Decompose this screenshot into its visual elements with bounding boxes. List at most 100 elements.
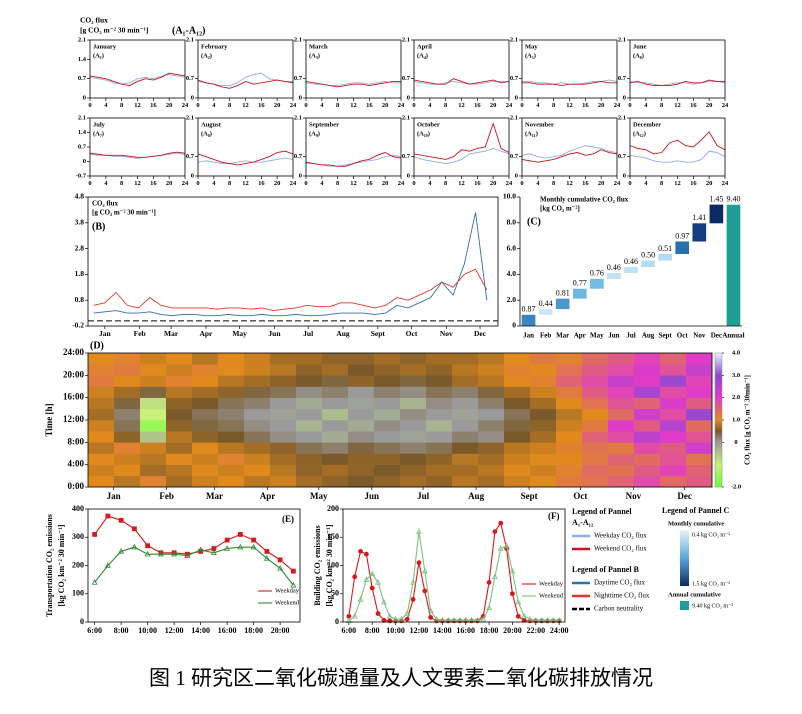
heat-cell: [322, 353, 349, 365]
heat-cell: [686, 475, 713, 488]
x-tick-label: 24: [398, 180, 405, 187]
y-tick-label: 0.7: [510, 153, 519, 160]
heat-cell: [374, 475, 401, 488]
marker: [118, 548, 125, 554]
heat-cell: [140, 353, 167, 365]
heat-cell: [660, 431, 687, 443]
x-tick-label: Oct: [573, 491, 587, 501]
heat-cell: [114, 420, 141, 432]
x-tick-label: 0: [412, 180, 415, 187]
heat-cell: [660, 464, 687, 477]
x-tick-label: 8: [336, 180, 340, 187]
x-tick-label: 0: [412, 102, 415, 109]
y-tick-label: 200: [327, 504, 339, 513]
heat-cell: [348, 431, 375, 443]
marker: [91, 579, 98, 585]
series-line: [94, 515, 294, 572]
x-tick-label: 0: [628, 180, 631, 187]
heat-cell: [556, 475, 583, 488]
marker: [157, 550, 164, 557]
x-tick-label: 20: [274, 102, 281, 109]
marker: [398, 615, 405, 622]
legend-text: Legend of Pannel B: [572, 565, 640, 574]
x-tick-label: Oct: [677, 332, 689, 340]
heat-cell: [400, 464, 427, 477]
marker: [492, 529, 498, 534]
x-tick-label: 14:00: [191, 626, 210, 635]
y-tick-label: 0: [191, 172, 194, 179]
colorbar-tick-label: 2.0: [732, 394, 740, 401]
marker: [369, 585, 375, 591]
y-tick-label: 0: [515, 94, 518, 101]
heat-cell: [530, 431, 557, 443]
y-axis-label: [g CO₂ m⁻² 30 min⁻¹]: [92, 209, 156, 217]
x-tick-label: 4: [320, 180, 324, 187]
x-tick-label: 24: [398, 102, 405, 109]
heat-cell: [322, 364, 349, 376]
y-tick-label: 20:00: [63, 369, 84, 379]
bar: [692, 223, 707, 242]
series-line: [629, 79, 725, 87]
heat-cell: [400, 475, 427, 488]
heat-cell: [218, 408, 245, 421]
heat-cell: [686, 442, 713, 454]
plot-frame: [87, 352, 713, 488]
y-tick-label: 300: [72, 532, 84, 541]
y-tick-label: 8:00: [68, 436, 85, 446]
y-axis-label: CO₂ flux: [92, 200, 119, 208]
bar: [555, 298, 570, 310]
y-tick-label: 0.7: [78, 75, 87, 82]
x-tick-label: Dec: [474, 329, 487, 338]
x-tick-label: Sept: [371, 329, 386, 338]
heat-cell: [88, 431, 115, 443]
heat-cell: [426, 475, 453, 488]
x-tick-label: 12: [458, 180, 465, 187]
heat-cell: [244, 397, 271, 410]
panel-label: (A₃): [309, 52, 320, 59]
colorbar-tick-label: 1.0: [732, 416, 740, 423]
heat-cell: [322, 420, 349, 432]
heat-cell: [452, 464, 479, 477]
heat-cell: [608, 431, 635, 443]
heat-cell: [582, 397, 609, 410]
x-tick-label: May: [232, 329, 247, 338]
heat-cell: [348, 386, 375, 398]
heat-cell: [244, 431, 271, 443]
heat-cell: [660, 420, 687, 432]
heat-cell: [296, 464, 323, 477]
x-tick-label: 20: [166, 102, 173, 109]
y-tick-label: 100: [327, 560, 339, 569]
heat-cell: [88, 397, 115, 410]
heat-cell: [114, 475, 141, 488]
x-tick-label: 16: [690, 102, 697, 109]
x-tick-label: 16: [258, 180, 265, 187]
heat-cell: [426, 408, 453, 421]
heat-cell: [244, 408, 271, 421]
legend-text: Legend of Pannel: [572, 507, 632, 516]
heat-cell: [322, 475, 349, 488]
plot-frame: [89, 39, 186, 99]
x-tick-label: 4: [536, 180, 540, 187]
series-line: [197, 157, 294, 165]
marker: [250, 543, 257, 550]
x-tick-label: 0: [304, 180, 307, 187]
y-tick-label: 2.1: [78, 36, 86, 43]
marker: [410, 579, 417, 585]
x-tick-label: 12: [566, 180, 573, 187]
heat-cell: [504, 375, 531, 387]
heat-cell: [660, 375, 687, 387]
heat-cell: [140, 475, 167, 488]
x-tick-label: Feb: [540, 332, 551, 340]
heat-cell: [348, 453, 375, 465]
marker: [345, 617, 352, 624]
series-line: [413, 122, 510, 160]
heat-cell: [218, 397, 245, 410]
value-label: 0.44: [539, 299, 553, 308]
marker: [237, 532, 243, 537]
heat-cell: [114, 431, 141, 443]
y-tick-label: 2.1: [78, 114, 86, 121]
heat-cell: [166, 442, 193, 454]
heat-cell: [556, 364, 583, 376]
colorbar-tick-label: 3.0: [732, 372, 740, 379]
x-tick-label: 16: [690, 180, 697, 187]
